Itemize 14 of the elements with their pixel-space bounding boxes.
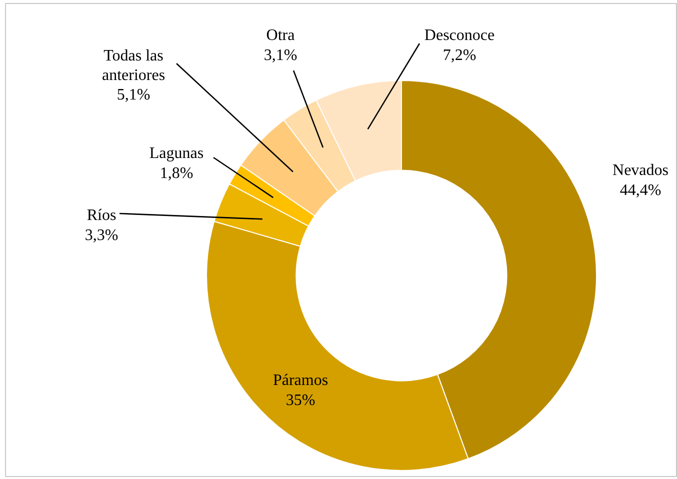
slice-label: Lagunas (149, 145, 204, 162)
slice-label: Ríos (86, 207, 116, 224)
data-label: 7,2% (442, 46, 476, 64)
data-label: 3,1% (264, 46, 298, 64)
slice-label: Páramos (272, 372, 328, 390)
data-label: 5,1% (116, 86, 150, 104)
data-label: 35% (286, 392, 316, 409)
data-label: 44,4% (620, 182, 662, 199)
slice-label: Otra (266, 27, 295, 44)
data-label: 1,8% (160, 164, 194, 182)
slice-label: Todas las anteriores (102, 47, 166, 84)
slice-label: Desconoce (424, 27, 495, 44)
slice-label: Nevados (612, 162, 668, 180)
data-label: 3,3% (84, 226, 118, 244)
